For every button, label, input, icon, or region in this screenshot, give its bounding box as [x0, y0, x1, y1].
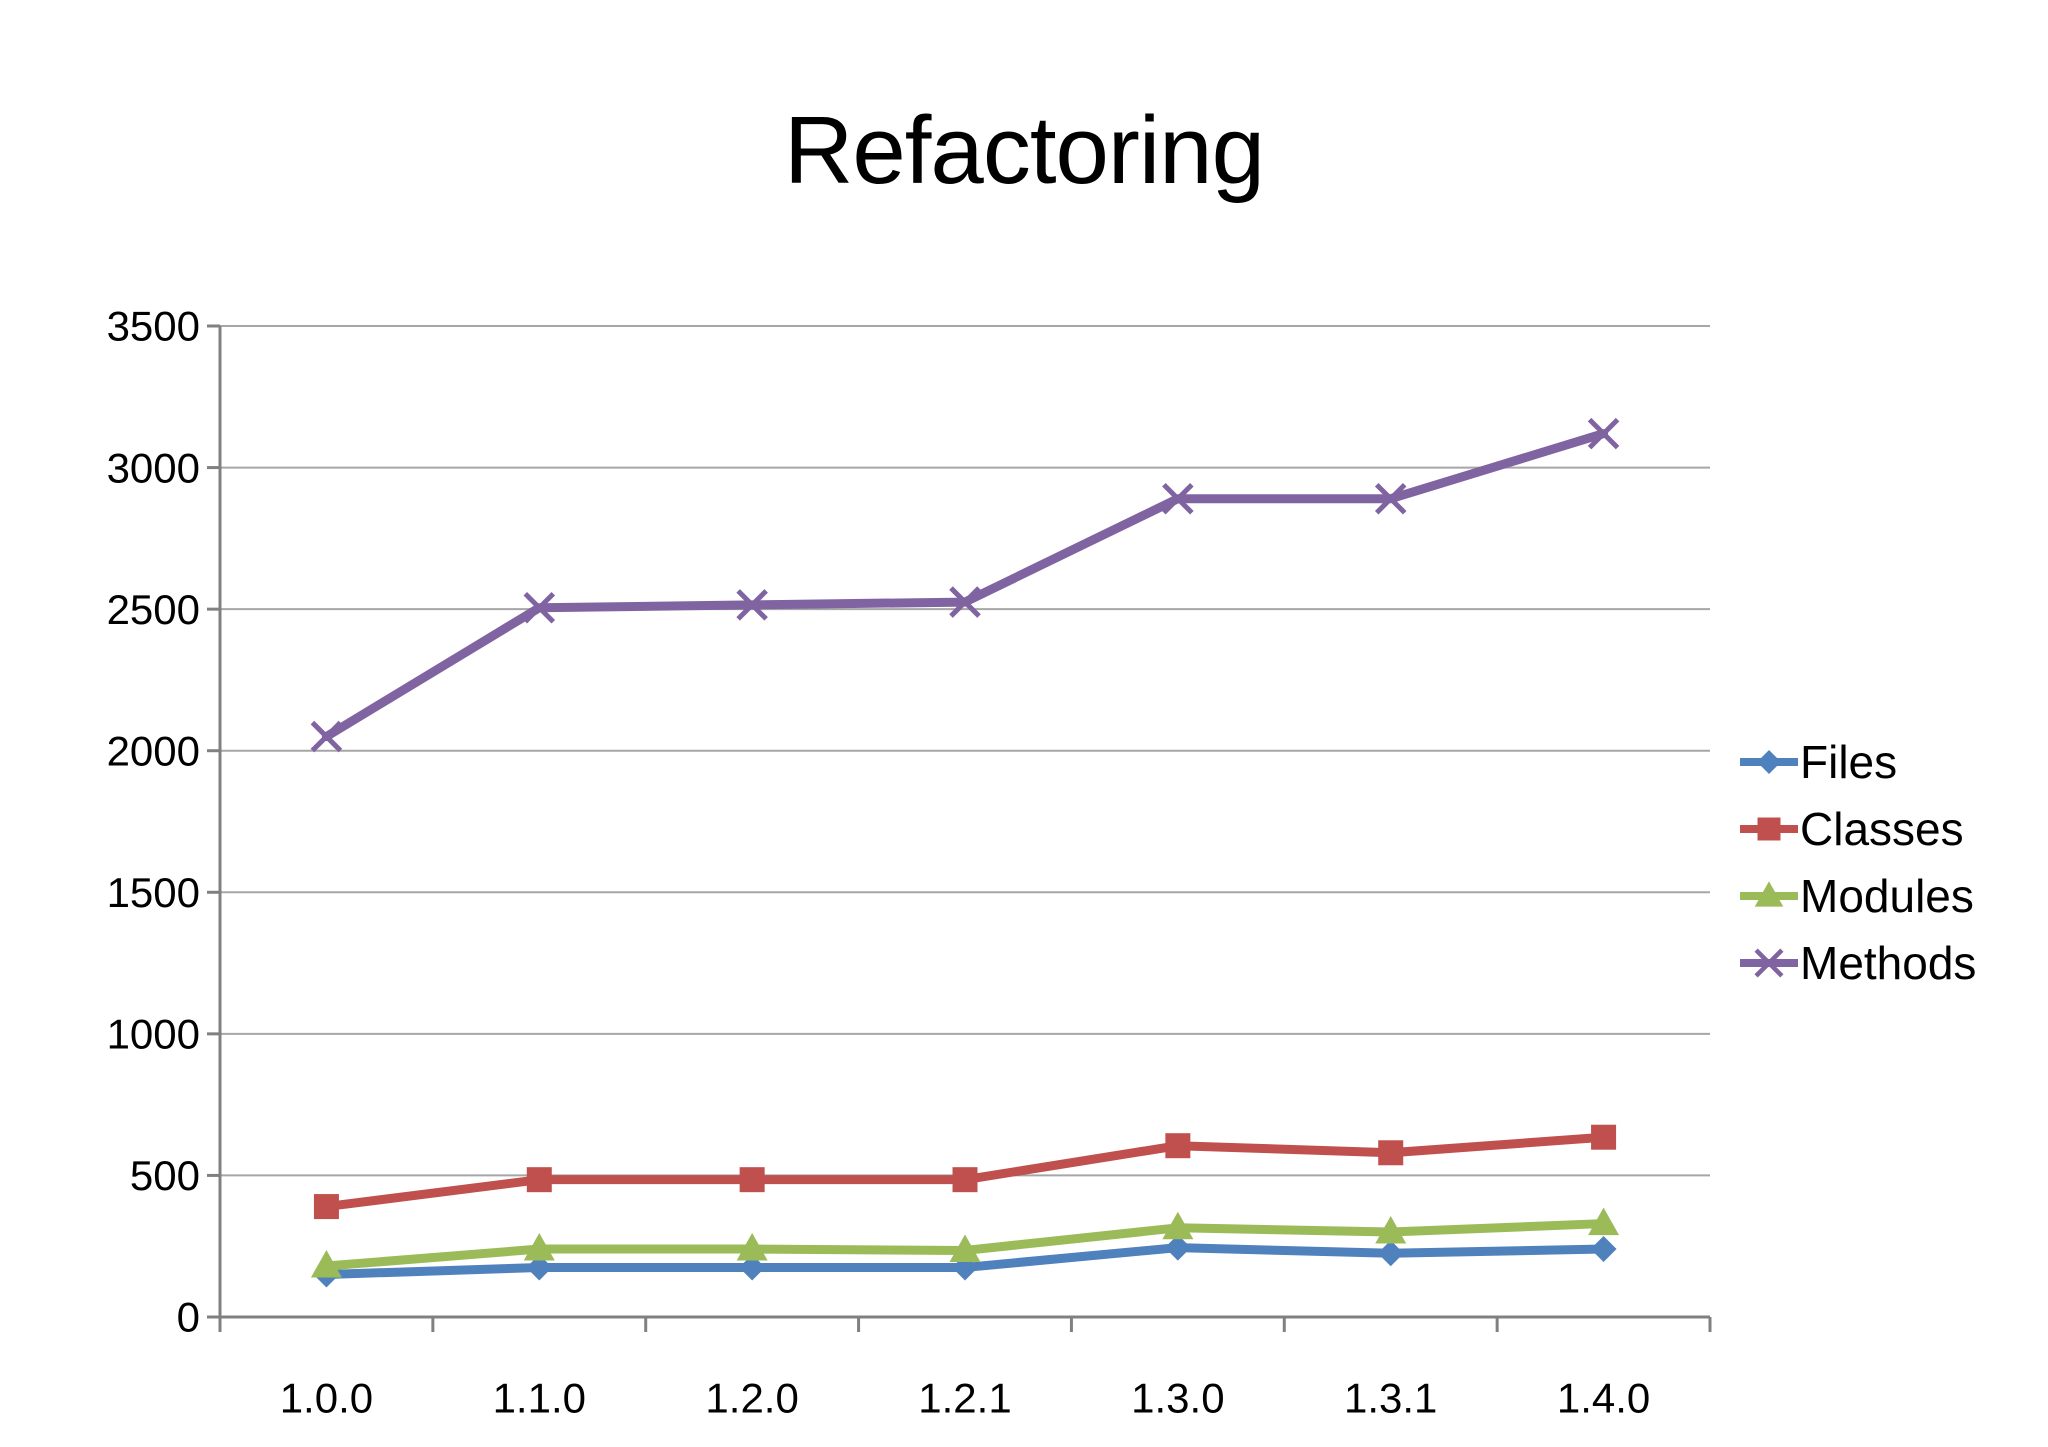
x-tick-label: 1.4.0 — [1557, 1375, 1650, 1422]
x-tick-label: 1.3.0 — [1131, 1375, 1224, 1422]
x-marker-stroke — [1587, 417, 1620, 450]
square-marker-icon — [1757, 817, 1781, 840]
x-tick-label: 1.0.0 — [280, 1375, 373, 1422]
y-tick-label: 2000 — [107, 727, 200, 774]
diamond-marker-icon — [526, 1254, 553, 1281]
legend-swatch-square-icon — [1740, 817, 1798, 840]
diamond-marker-icon — [1164, 1234, 1191, 1261]
x-marker-icon — [736, 589, 768, 621]
x-marker-icon — [310, 720, 343, 753]
square-marker-icon — [526, 1167, 552, 1193]
diamond-marker-icon — [1590, 1236, 1617, 1263]
x-marker-stroke — [1374, 482, 1407, 515]
triangle-marker-icon — [310, 1250, 342, 1278]
x-marker-icon — [1754, 947, 1784, 978]
y-tick-label: 1000 — [107, 1011, 200, 1058]
legend-label: Modules — [1800, 869, 1974, 922]
y-tick-label: 2500 — [107, 586, 200, 633]
x-tick-label: 1.1.0 — [493, 1375, 586, 1422]
triangle-marker-icon — [949, 1234, 981, 1262]
triangle-marker-icon — [523, 1233, 555, 1261]
legend-label: Methods — [1800, 936, 1977, 989]
chart-legend: Files Classes Modules Methods — [1740, 728, 1976, 996]
x-marker-stroke — [736, 589, 768, 621]
x-marker-icon — [523, 591, 556, 624]
chart-title: Refactoring — [784, 97, 1265, 204]
x-tick-label: 1.2.1 — [918, 1375, 1011, 1422]
legend-swatch-triangle-icon — [1740, 880, 1798, 907]
diamond-marker-icon — [1377, 1240, 1404, 1267]
x-marker-icon — [949, 586, 981, 618]
legend-label: Classes — [1800, 802, 1964, 855]
square-marker-icon — [313, 1194, 339, 1220]
x-marker-icon — [1587, 417, 1620, 450]
x-marker-stroke — [310, 720, 343, 753]
legend-swatch-x-icon — [1740, 947, 1798, 978]
x-marker-stroke — [523, 591, 556, 624]
y-tick-label: 500 — [130, 1152, 200, 1199]
series-line-methods — [321, 429, 1609, 742]
y-tick-label: 3500 — [107, 303, 200, 350]
diamond-marker-icon — [1757, 749, 1781, 774]
legend-item-methods: Methods — [1740, 929, 1976, 996]
legend-swatch-diamond-icon — [1740, 749, 1798, 774]
legend-label: Files — [1800, 735, 1898, 788]
diamond-marker-icon — [739, 1254, 766, 1281]
square-marker-icon — [1591, 1124, 1617, 1150]
legend-item-files: Files — [1740, 728, 1976, 795]
y-tick-label: 1500 — [107, 869, 200, 916]
square-marker-icon — [1378, 1140, 1404, 1166]
x-marker-icon — [1374, 482, 1407, 515]
x-tick-label: 1.2.0 — [705, 1375, 798, 1422]
triangle-marker-icon — [1162, 1211, 1194, 1240]
legend-item-classes: Classes — [1740, 795, 1976, 862]
y-tick-label: 3000 — [107, 444, 200, 491]
triangle-marker-icon — [1754, 880, 1784, 907]
x-marker-stroke — [949, 586, 981, 618]
square-marker-icon — [739, 1167, 765, 1193]
x-marker-icon — [1162, 482, 1194, 515]
square-marker-icon — [1165, 1133, 1191, 1159]
x-marker-stroke — [1162, 482, 1194, 515]
x-tick-label: 1.3.1 — [1344, 1375, 1437, 1422]
legend-item-modules: Modules — [1740, 862, 1976, 929]
x-marker-stroke — [1754, 947, 1784, 978]
triangle-marker-icon — [736, 1233, 768, 1261]
square-marker-icon — [952, 1167, 978, 1193]
triangle-marker-icon — [1375, 1216, 1407, 1244]
y-tick-label: 0 — [177, 1294, 200, 1341]
triangle-marker-icon — [1588, 1207, 1620, 1236]
